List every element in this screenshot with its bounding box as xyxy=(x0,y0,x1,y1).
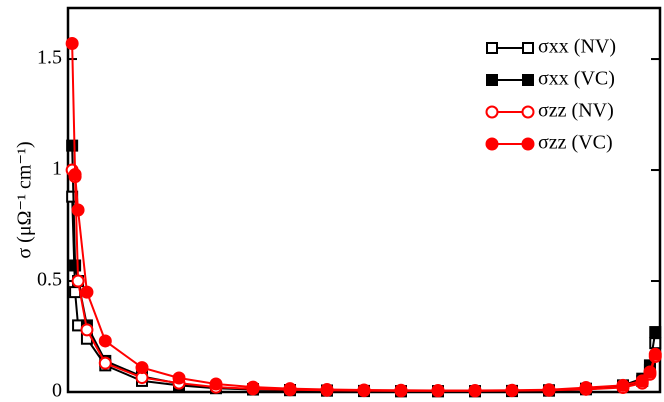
data-point xyxy=(579,381,593,395)
y-tick-label: 0.5 xyxy=(37,269,62,291)
data-point xyxy=(283,382,297,396)
legend-marker xyxy=(486,74,498,86)
data-point xyxy=(649,326,662,339)
series xyxy=(66,139,662,398)
legend-marker xyxy=(522,42,534,54)
legend-label: σxx (VC) xyxy=(538,68,615,90)
data-point xyxy=(505,383,519,397)
data-point xyxy=(649,337,662,350)
data-point xyxy=(80,285,94,299)
legend-label: σxx (NV) xyxy=(538,36,616,58)
legend-marker xyxy=(522,74,534,86)
data-point xyxy=(648,347,662,361)
data-point xyxy=(172,371,186,385)
series-line xyxy=(71,169,657,392)
data-point xyxy=(66,139,79,152)
data-point xyxy=(135,361,149,375)
y-axis-label: σ (μΩ⁻¹ cm⁻¹) xyxy=(14,141,36,258)
legend-marker xyxy=(485,105,499,119)
data-point xyxy=(209,377,223,391)
series-line xyxy=(71,196,657,393)
series-line xyxy=(71,145,657,393)
data-point xyxy=(68,167,82,181)
data-point xyxy=(320,383,334,397)
data-point xyxy=(468,383,482,397)
data-point xyxy=(643,365,657,379)
data-point xyxy=(542,383,556,397)
data-point xyxy=(616,378,630,392)
data-point xyxy=(357,383,371,397)
data-point xyxy=(69,259,82,272)
legend-marker xyxy=(486,42,498,54)
legend-label: σzz (NV) xyxy=(538,100,614,122)
series xyxy=(65,37,662,397)
legend-label: σzz (VC) xyxy=(538,132,613,154)
data-point xyxy=(246,380,260,394)
data-point xyxy=(431,383,445,397)
series xyxy=(66,190,662,398)
legend-marker xyxy=(485,137,499,151)
y-tick-label: 0 xyxy=(52,380,62,402)
legend-marker xyxy=(521,137,535,151)
series-line xyxy=(71,43,657,392)
y-tick-label: 1.5 xyxy=(37,47,62,69)
plot-frame xyxy=(66,6,662,394)
data-point xyxy=(394,383,408,397)
data-point xyxy=(71,274,85,288)
data-point xyxy=(98,334,112,348)
data-point xyxy=(635,374,649,388)
data-point xyxy=(80,323,94,337)
legend-marker xyxy=(521,105,535,119)
data-point xyxy=(71,203,85,217)
series xyxy=(65,163,662,398)
data-point xyxy=(65,37,79,51)
y-tick-label: 1 xyxy=(52,158,62,180)
data-point xyxy=(98,356,112,370)
